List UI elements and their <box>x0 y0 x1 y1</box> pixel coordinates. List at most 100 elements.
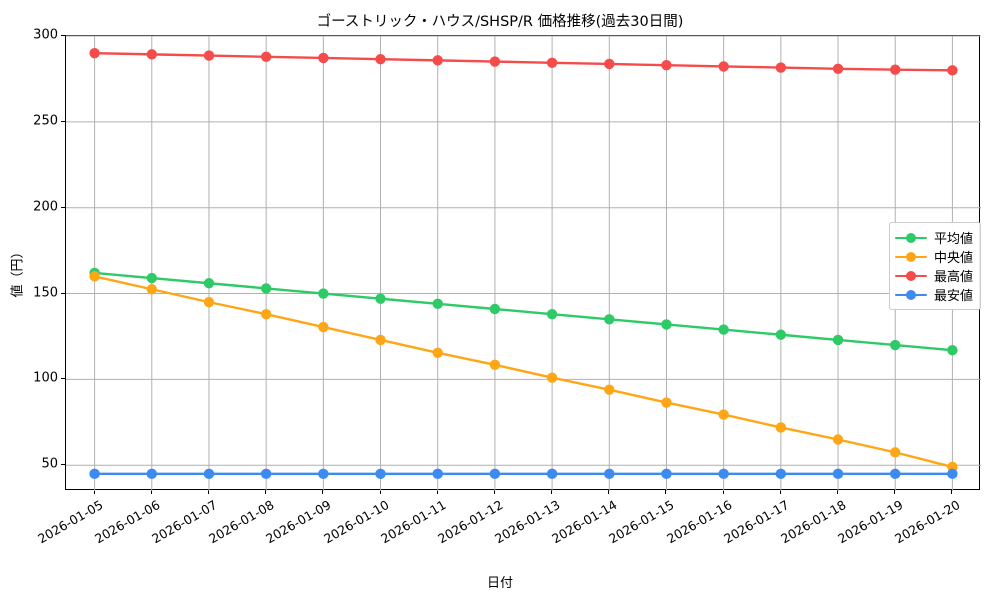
legend-swatch-icon <box>895 288 927 302</box>
legend-swatch-icon <box>895 231 927 245</box>
series-marker <box>489 468 501 480</box>
chart-title: ゴーストリック・ハウス/SHSP/R 価格推移(過去30日間) <box>316 14 684 30</box>
series-marker <box>318 288 329 299</box>
legend-item-max[interactable]: 最高値 <box>895 266 973 285</box>
series-marker <box>318 468 329 480</box>
series-marker <box>832 434 844 445</box>
series-marker <box>146 272 157 284</box>
legend-item-mean[interactable]: 平均値 <box>895 228 973 247</box>
y-axis-tick-label: 250 <box>33 113 58 129</box>
y-axis-tick-mark <box>61 378 65 380</box>
x-axis-tick-mark <box>150 490 152 494</box>
series-marker <box>146 284 157 295</box>
x-axis-tick-mark <box>436 490 438 494</box>
series-marker <box>260 468 272 480</box>
x-axis-tick-mark <box>379 490 381 494</box>
series-marker <box>604 58 615 70</box>
series-marker <box>832 468 844 480</box>
series-marker <box>203 296 215 308</box>
x-axis-tick-mark <box>93 490 95 494</box>
series-marker <box>203 278 215 289</box>
series-marker <box>89 47 100 59</box>
series-marker <box>203 468 215 480</box>
y-axis-tick-label: 50 <box>41 456 58 472</box>
x-axis-tick-mark <box>665 490 667 494</box>
series-marker <box>775 62 787 73</box>
series-marker <box>432 468 443 480</box>
series-marker <box>775 329 787 340</box>
x-axis-tick-mark <box>779 490 781 494</box>
x-axis-tick-mark <box>951 490 953 494</box>
series-marker <box>432 55 443 66</box>
series-marker <box>890 447 901 458</box>
series-marker <box>718 409 729 420</box>
x-axis-tick-mark <box>608 490 610 494</box>
legend-label: 平均値 <box>934 232 974 247</box>
series-marker <box>146 468 157 480</box>
x-axis-tick-mark <box>207 490 209 494</box>
series-marker <box>260 283 272 294</box>
x-axis-tick-mark <box>894 490 896 494</box>
series-line <box>93 271 954 352</box>
y-axis-tick-label: 100 <box>33 370 58 386</box>
series-marker <box>661 397 672 408</box>
series-marker <box>375 468 386 480</box>
y-axis-tick-label: 150 <box>33 285 58 301</box>
series-line <box>93 51 954 72</box>
series-line <box>93 275 954 469</box>
series-marker <box>375 334 386 346</box>
legend-swatch-icon <box>895 269 927 283</box>
legend-label: 中央値 <box>934 251 974 266</box>
x-axis-tick-mark <box>722 490 724 494</box>
series-marker <box>661 59 672 71</box>
legend-label: 最安値 <box>934 289 974 304</box>
series-marker <box>89 271 100 282</box>
series-marker <box>890 64 901 75</box>
x-axis-tick-mark <box>493 490 495 494</box>
series-marker <box>604 384 615 395</box>
series-marker <box>775 422 787 433</box>
series-marker <box>832 334 844 346</box>
series-marker <box>947 468 958 480</box>
series-marker <box>432 347 443 358</box>
legend-label: 最高値 <box>934 270 974 285</box>
series-marker <box>718 324 729 335</box>
series-marker <box>203 50 215 61</box>
series-marker <box>890 339 901 351</box>
series-marker <box>489 56 501 67</box>
y-axis-tick-mark <box>61 120 65 122</box>
series-marker <box>260 51 272 62</box>
series-marker <box>890 468 901 480</box>
y-axis-tick-mark <box>61 292 65 294</box>
series-marker <box>775 468 787 480</box>
y-axis-tick-mark <box>61 35 65 36</box>
series-marker <box>661 319 672 330</box>
series-marker <box>546 57 558 68</box>
series-lines <box>89 47 958 480</box>
plot-area <box>65 35 981 491</box>
y-axis-tick-mark <box>61 464 65 466</box>
series-marker <box>718 468 729 480</box>
legend-swatch-icon <box>895 250 927 264</box>
series-marker <box>546 372 558 383</box>
series-marker <box>947 65 958 76</box>
series-marker <box>375 293 386 304</box>
series-marker <box>489 303 501 315</box>
series-marker <box>947 345 958 356</box>
x-axis-label: 日付 <box>486 576 513 591</box>
x-axis-tick-mark <box>265 490 267 494</box>
series-marker <box>375 53 386 65</box>
chart-legend[interactable]: 平均値 中央値 最高値 最安値 <box>889 222 982 310</box>
series-marker <box>604 468 615 480</box>
series-marker <box>604 314 615 325</box>
x-axis-tick-mark <box>837 490 839 494</box>
series-marker <box>432 298 443 310</box>
legend-item-median[interactable]: 中央値 <box>895 247 973 266</box>
series-marker <box>318 321 329 333</box>
series-marker <box>89 468 100 480</box>
y-axis-tick-mark <box>61 206 65 208</box>
series-marker <box>718 61 729 72</box>
legend-item-min[interactable]: 最安値 <box>895 285 973 304</box>
x-axis-tick-mark <box>322 490 324 494</box>
